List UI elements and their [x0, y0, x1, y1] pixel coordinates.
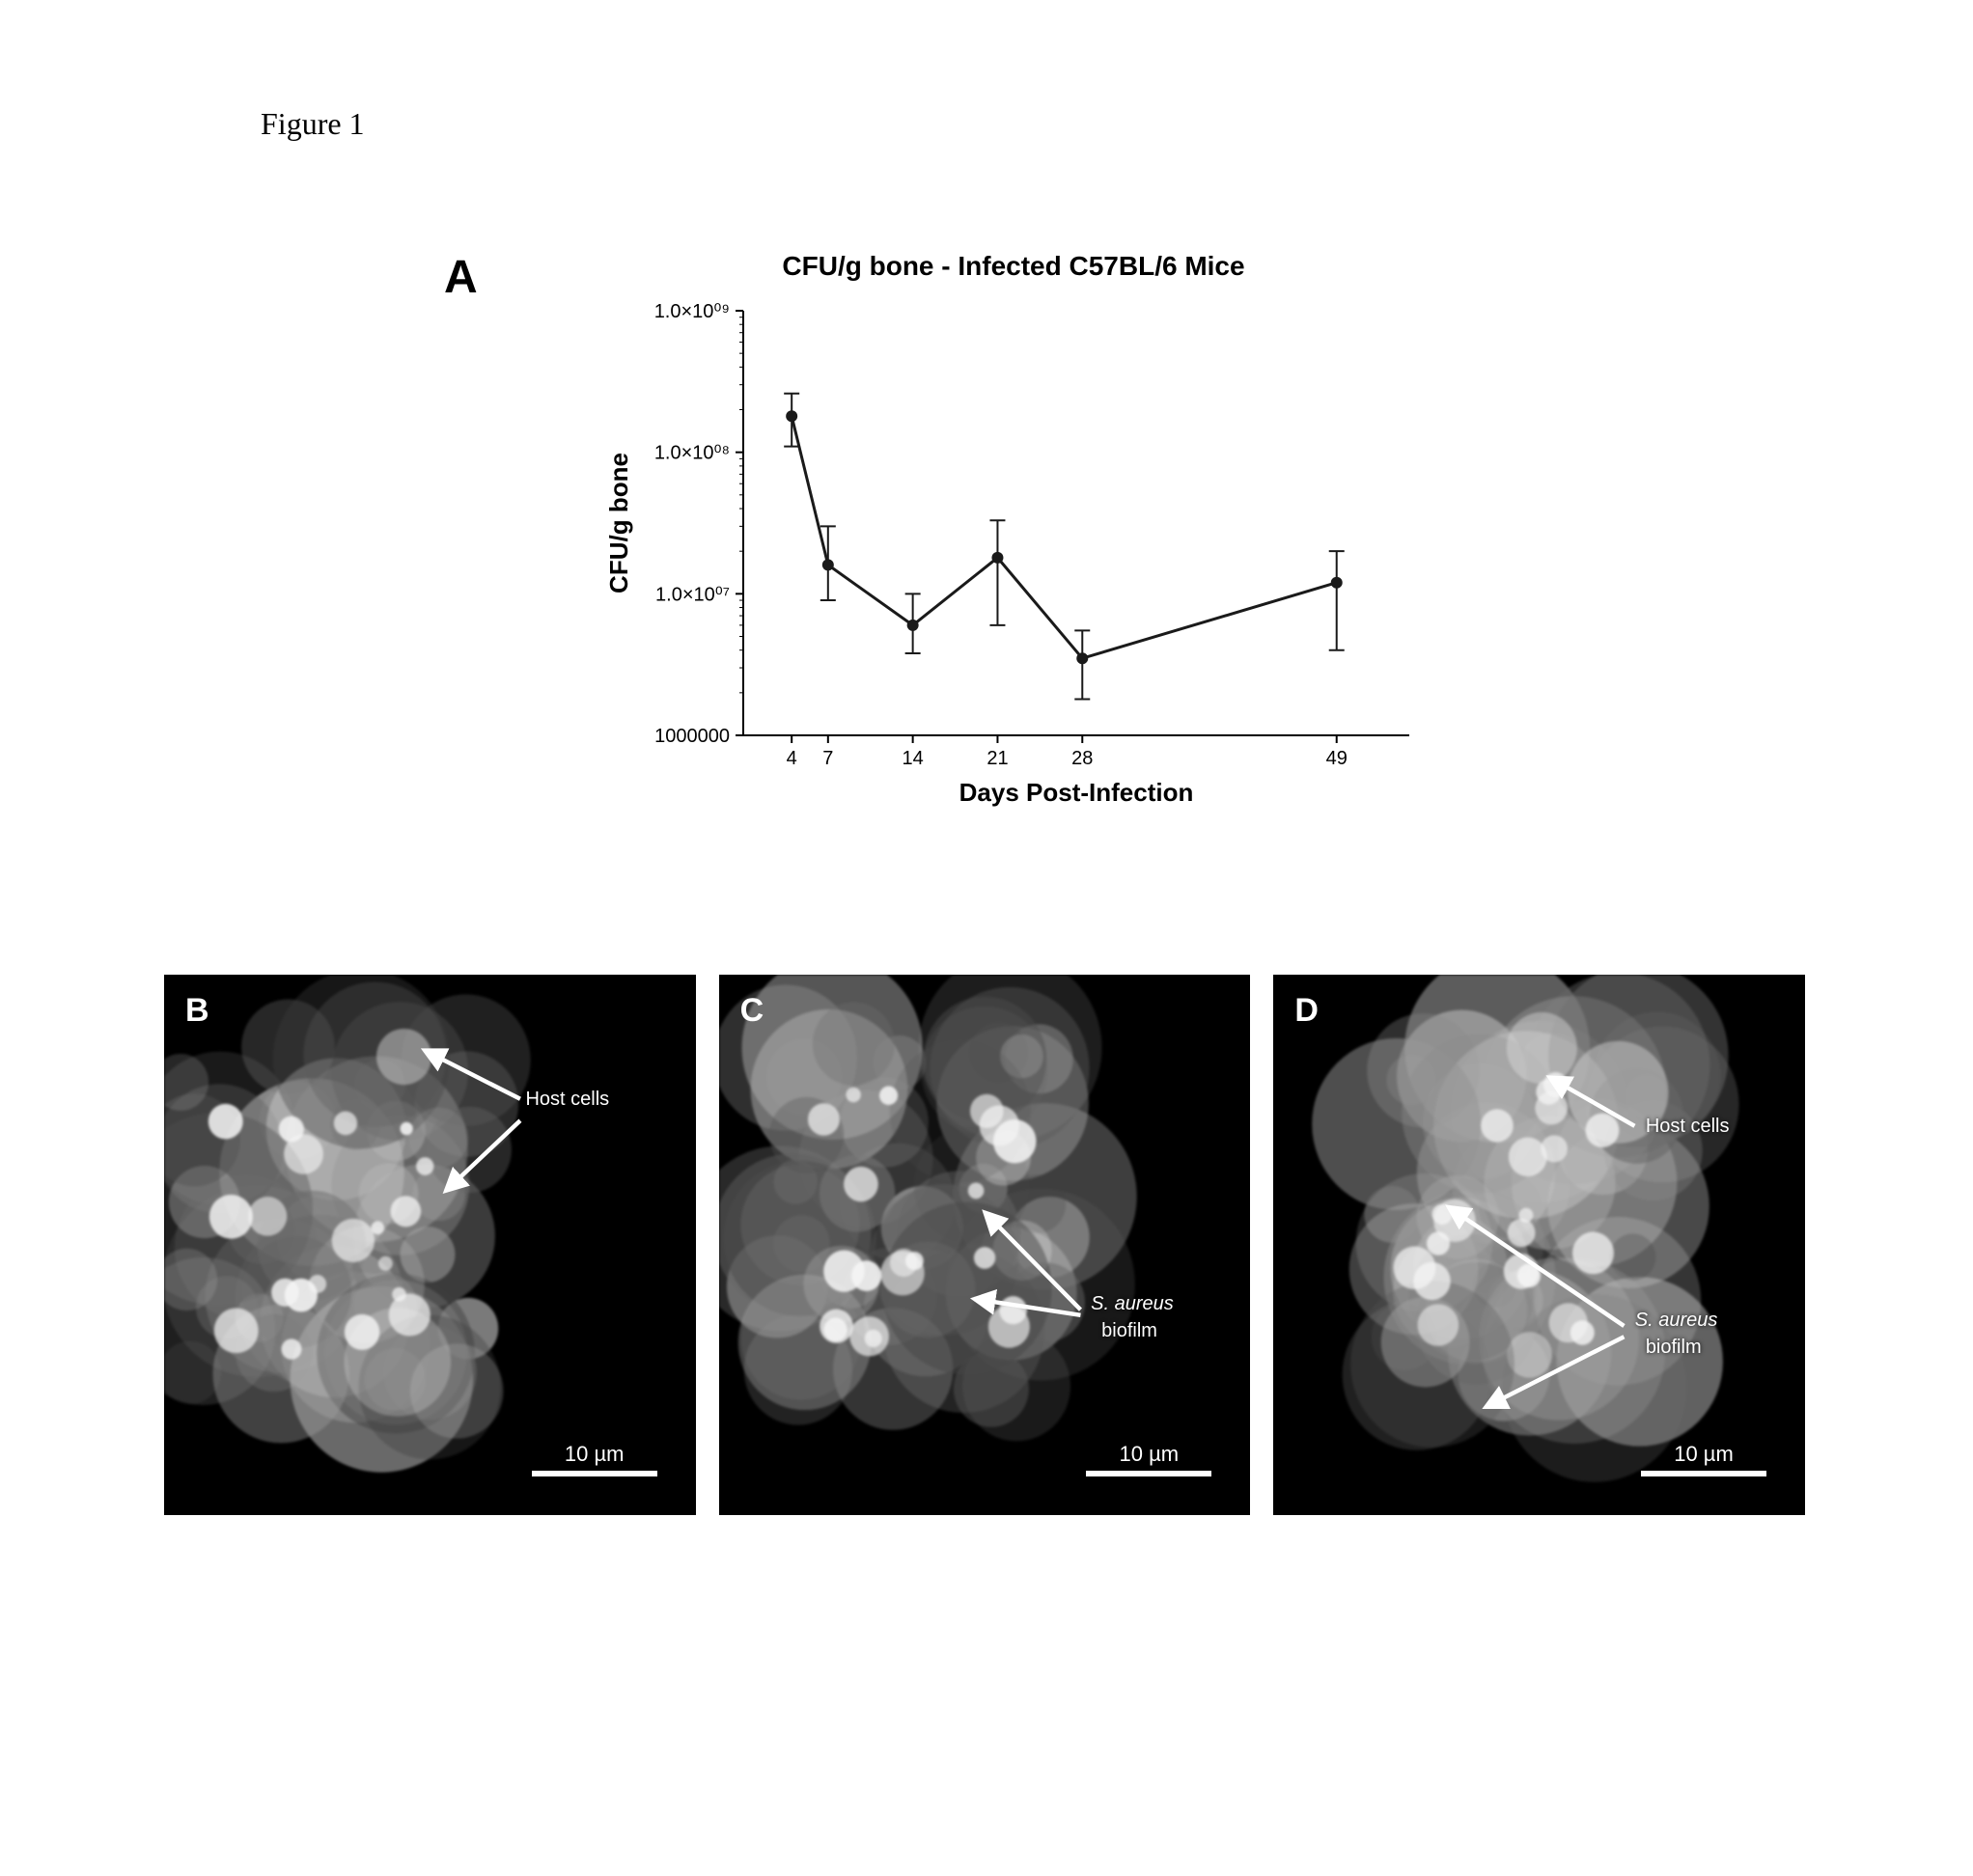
micrograph-annotation: S. aureus	[1635, 1310, 1718, 1332]
scale-bar: 10 µm	[1086, 1442, 1211, 1476]
svg-text:4: 4	[787, 748, 797, 769]
svg-text:21: 21	[986, 748, 1008, 769]
micrograph-annotation: biofilm	[1646, 1337, 1702, 1359]
panel-letter: C	[740, 992, 764, 1030]
svg-text:14: 14	[903, 748, 924, 769]
svg-text:7: 7	[822, 748, 833, 769]
line-chart: 1000000 1.0×10⁰⁷ 1.0×10⁰⁸ 1.0×10⁰⁹ 4 7 14 21 28 4…	[579, 291, 1448, 841]
micrograph-row: BHost cells10 µm CS. aureusbiofilm10 µm …	[164, 975, 1805, 1515]
svg-text:CFU/g bone: CFU/g bone	[604, 453, 633, 593]
micrograph-annotation: S. aureus	[1091, 1293, 1174, 1315]
micrograph-annotation: Host cells	[1646, 1116, 1730, 1138]
panel-letter: B	[185, 992, 209, 1030]
scale-bar-label: 10 µm	[1674, 1442, 1734, 1467]
svg-text:Days Post-Infection: Days Post-Infection	[959, 778, 1194, 807]
scale-bar: 10 µm	[532, 1442, 657, 1476]
micrograph-annotation: Host cells	[525, 1089, 609, 1111]
scale-bar: 10 µm	[1641, 1442, 1766, 1476]
micrograph-panel-c: C S. aureus biofilm 10 µm	[719, 975, 1251, 1515]
svg-text:49: 49	[1326, 748, 1348, 769]
chart-title: CFU/g bone - Infected C57BL/6 Mice	[579, 251, 1448, 282]
figure-label: Figure 1	[261, 106, 365, 142]
scale-bar-line	[532, 1471, 657, 1476]
svg-text:1.0×10⁰⁹: 1.0×10⁰⁹	[654, 301, 730, 322]
scale-bar-label: 10 µm	[1120, 1442, 1180, 1467]
svg-text:28: 28	[1071, 748, 1093, 769]
scale-bar-line	[1641, 1471, 1766, 1476]
scale-bar-line	[1086, 1471, 1211, 1476]
svg-text:1.0×10⁰⁷: 1.0×10⁰⁷	[655, 584, 730, 605]
micrograph-panel-b: B Host cells 10 µm	[164, 975, 696, 1515]
panel-letter: D	[1294, 992, 1319, 1030]
svg-text:1000000: 1000000	[654, 726, 730, 747]
micrograph-annotation: biofilm	[1101, 1320, 1157, 1342]
scale-bar-label: 10 µm	[565, 1442, 625, 1467]
chart-container: CFU/g bone - Infected C57BL/6 Mice 10000…	[579, 251, 1448, 849]
panel-a: A CFU/g bone - Infected C57BL/6 Mice 100…	[444, 251, 1506, 849]
micrograph-panel-d: D Host cells S. aureus biofilm 10 µm	[1273, 975, 1805, 1515]
svg-text:1.0×10⁰⁸: 1.0×10⁰⁸	[654, 443, 730, 464]
panel-a-letter: A	[444, 251, 478, 304]
